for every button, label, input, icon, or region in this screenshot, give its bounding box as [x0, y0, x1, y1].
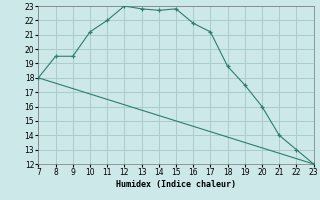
X-axis label: Humidex (Indice chaleur): Humidex (Indice chaleur)	[116, 180, 236, 189]
